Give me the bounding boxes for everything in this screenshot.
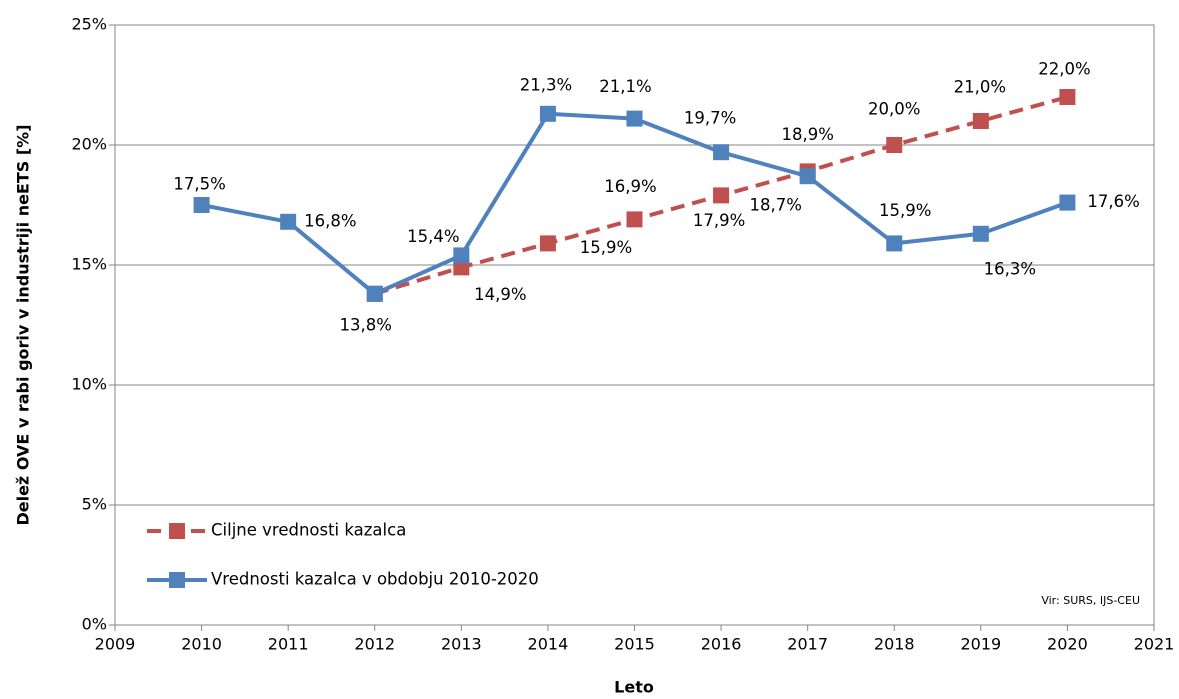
marker [626, 110, 643, 127]
x-tick-label: 2012 [354, 635, 395, 654]
y-tick-label: 0% [82, 615, 107, 634]
data-label: 21,1% [599, 77, 651, 96]
data-label: 18,9% [781, 125, 833, 144]
data-label: 13,8% [340, 315, 392, 334]
x-tick-label: 2014 [528, 635, 569, 654]
marker [713, 144, 730, 161]
x-tick-label: 2011 [268, 635, 309, 654]
data-label: 17,6% [1087, 192, 1139, 211]
marker [1059, 89, 1076, 105]
marker [453, 247, 470, 264]
marker [886, 137, 903, 153]
data-label: 20,0% [868, 100, 920, 119]
y-tick-label: 20% [71, 135, 107, 154]
data-label: 22,0% [1038, 60, 1090, 79]
x-tick-label: 2020 [1047, 635, 1088, 654]
y-tick-label: 25% [71, 15, 107, 34]
legend-label: Vrednosti kazalca v obdobju 2010-2020 [211, 570, 539, 589]
data-label: 17,9% [693, 211, 745, 230]
data-label: 17,5% [173, 175, 225, 194]
x-tick-label: 2010 [181, 635, 222, 654]
marker [1059, 194, 1076, 211]
marker [539, 105, 556, 122]
x-tick-label: 2016 [701, 635, 742, 654]
data-label: 14,9% [474, 285, 526, 304]
marker [972, 225, 989, 242]
data-label: 19,7% [684, 109, 736, 128]
marker [799, 168, 816, 185]
marker [193, 197, 210, 213]
data-label: 18,7% [749, 196, 801, 215]
data-label: 15,9% [580, 238, 632, 257]
x-tick-label: 2019 [960, 635, 1001, 654]
y-axis-label: Delež OVE v rabi goriv v industriji neET… [14, 124, 33, 525]
source-note: Vir: SURS, IJS-CEU [1041, 594, 1140, 607]
x-tick-label: 2018 [874, 635, 915, 654]
marker [366, 285, 383, 302]
x-tick-label: 2021 [1134, 635, 1175, 654]
x-axis-label: Leto [614, 678, 654, 697]
marker [280, 213, 297, 230]
legend-label: Ciljne vrednosti kazalca [211, 521, 406, 540]
data-label: 15,9% [879, 201, 931, 220]
x-tick-label: 2017 [787, 635, 828, 654]
data-label: 21,0% [954, 78, 1006, 97]
y-tick-label: 5% [82, 495, 107, 514]
data-label: 16,8% [304, 211, 356, 230]
data-label: 16,3% [984, 259, 1036, 278]
marker [539, 235, 556, 252]
marker [886, 235, 903, 252]
x-tick-label: 2009 [95, 635, 136, 654]
legend-swatch-marker [169, 523, 185, 539]
x-tick-label: 2015 [614, 635, 655, 654]
y-tick-label: 10% [71, 375, 107, 394]
y-tick-label: 15% [71, 255, 107, 274]
data-label: 16,9% [604, 177, 656, 196]
marker [972, 113, 989, 129]
data-label: 21,3% [520, 75, 572, 94]
legend-swatch-marker [169, 572, 185, 588]
x-tick-label: 2013 [441, 635, 482, 654]
data-label: 15,4% [407, 227, 459, 246]
marker [626, 211, 643, 228]
marker [713, 187, 730, 204]
